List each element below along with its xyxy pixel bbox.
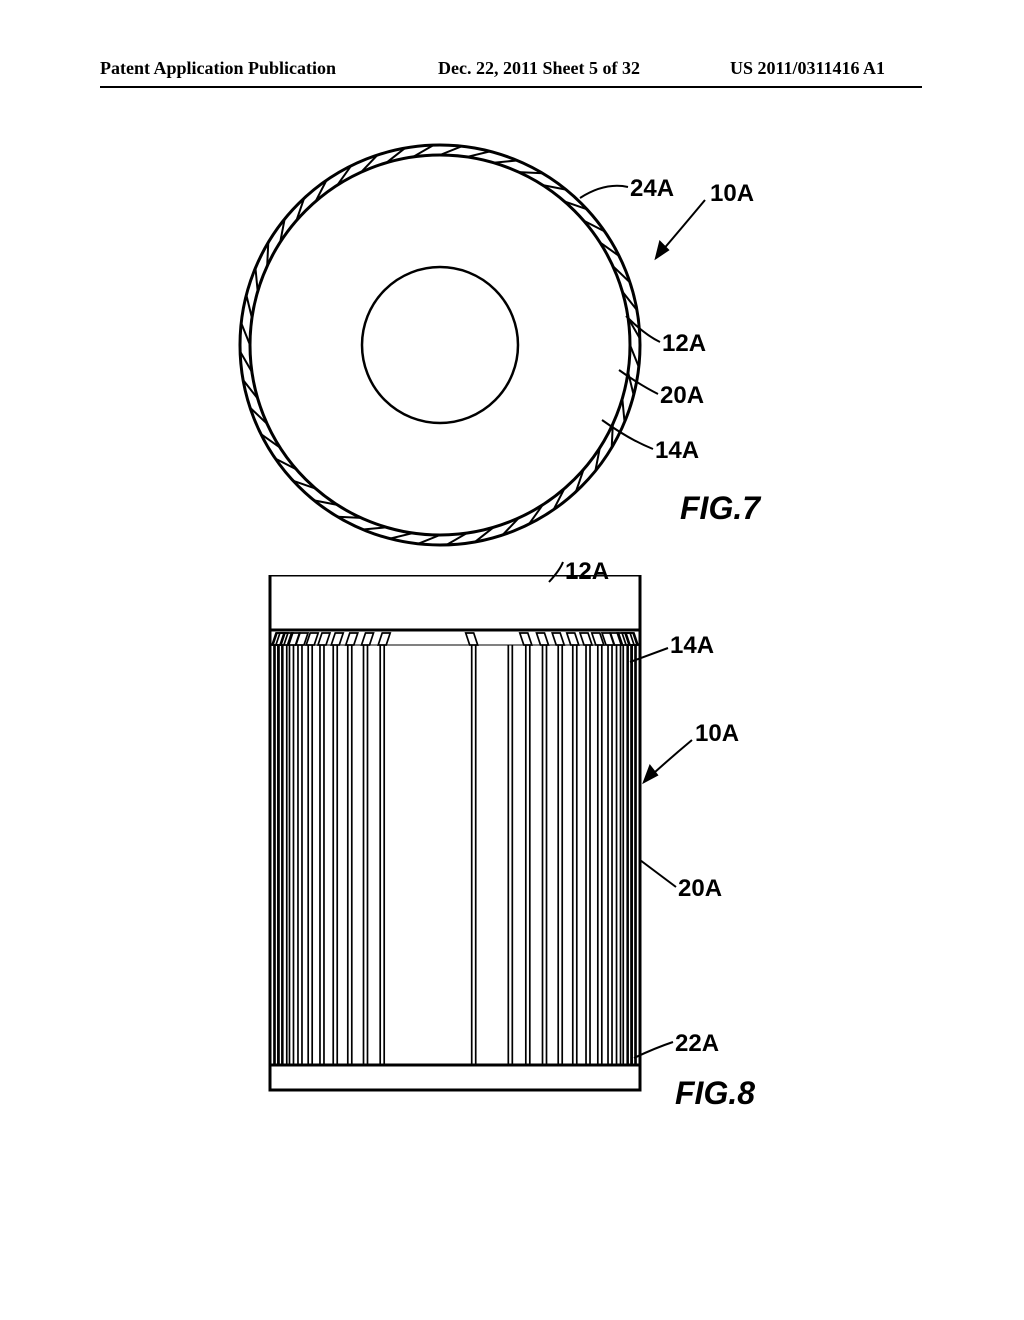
header-left: Patent Application Publication	[100, 58, 336, 79]
figure-area: 24A 10A 12A 20A 14A FIG.7	[100, 120, 922, 1220]
page: Patent Application Publication Dec. 22, …	[0, 0, 1024, 1320]
header-rule	[100, 86, 922, 88]
page-header: Patent Application Publication Dec. 22, …	[0, 58, 1024, 88]
header-center: Dec. 22, 2011 Sheet 5 of 32	[438, 58, 640, 79]
header-right: US 2011/0311416 A1	[730, 58, 885, 79]
fig8-leader-lines	[100, 560, 922, 1120]
fig7-leader-lines	[100, 120, 922, 580]
